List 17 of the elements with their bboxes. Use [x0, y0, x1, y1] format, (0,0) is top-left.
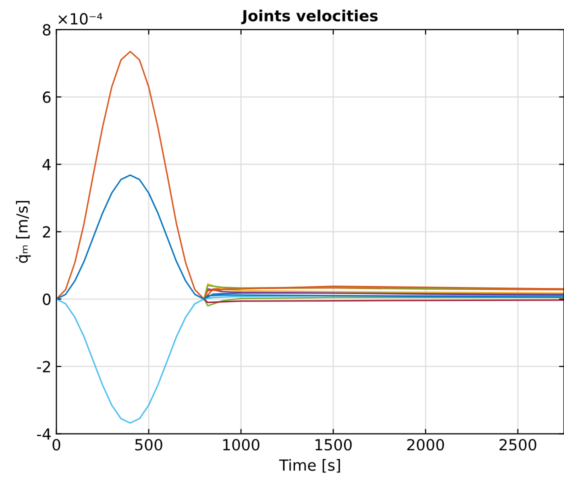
x-tick-label: 1500: [316, 438, 352, 451]
x-tick-label: 500: [135, 438, 162, 451]
y-tick-label: 6: [42, 91, 51, 103]
text: ×10⁻⁴: [58, 13, 102, 25]
y-tick-label: -4: [37, 428, 51, 440]
x-tick-label: 1000: [223, 438, 260, 451]
chart-title: Joints velocities: [241, 10, 378, 24]
y-axis-title: q̇ₘ [m/s]: [16, 201, 31, 263]
y-tick-label: 4: [42, 159, 51, 170]
x-tick-label: 0: [52, 438, 60, 451]
x-tick-label: 2500: [500, 438, 536, 451]
y-tick-label: 2: [42, 226, 50, 238]
x-axis-title: Time [s]: [279, 459, 340, 473]
x-tick-label: 2000: [407, 438, 444, 451]
y-tick-label: 0: [42, 294, 51, 306]
y-tick-label: 8: [42, 24, 50, 36]
y-tick-label: -2: [37, 360, 50, 372]
